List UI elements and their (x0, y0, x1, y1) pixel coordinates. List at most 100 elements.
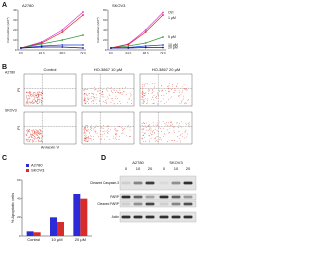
event-dot (150, 128, 152, 130)
event-dot (113, 103, 115, 105)
event-dot (35, 94, 37, 96)
event-dot (25, 95, 27, 97)
event-dot (146, 122, 147, 124)
event-dot (170, 121, 172, 122)
event-dot (122, 127, 124, 129)
event-dot (107, 90, 109, 92)
event-dot (151, 99, 152, 101)
event-dot (27, 95, 29, 97)
event-dot (161, 139, 163, 141)
event-dot (116, 135, 118, 137)
event-dot (111, 90, 112, 92)
event-dot (156, 122, 158, 124)
event-dot (154, 83, 156, 85)
event-dot (142, 91, 144, 93)
band (133, 181, 143, 185)
protein-label: Cleaved Caspase-3 (90, 181, 119, 185)
event-dot (164, 102, 165, 104)
event-dot (38, 137, 39, 139)
event-dot (169, 83, 170, 85)
blot-strip (119, 211, 197, 223)
event-dot (36, 134, 38, 136)
event-dot (30, 91, 32, 93)
event-dot (41, 102, 42, 104)
event-dot (83, 100, 85, 102)
event-dot (174, 87, 175, 89)
event-dot (173, 130, 175, 132)
x-tick-label: 72 h (160, 51, 166, 55)
event-dot (93, 89, 95, 91)
event-dot (173, 126, 175, 128)
x-tick-label: 72 h (80, 51, 86, 55)
band (121, 215, 131, 219)
event-dot (174, 132, 175, 133)
event-dot (184, 103, 186, 104)
x-tick-label: 0 h (19, 51, 24, 55)
event-dot (34, 130, 36, 132)
band (145, 181, 155, 185)
event-dot (39, 129, 41, 131)
event-dot (116, 131, 118, 132)
series-line (20, 44, 83, 49)
point (144, 29, 147, 31)
event-dot (41, 140, 42, 142)
event-dot (119, 92, 121, 94)
event-dot (157, 94, 159, 96)
event-dot (167, 141, 168, 142)
event-dot (87, 127, 88, 129)
event-dot (106, 96, 108, 98)
point (144, 45, 147, 47)
event-dot (176, 141, 178, 142)
event-dot (167, 88, 169, 89)
y-tick-label: 0 (15, 48, 17, 52)
event-dot (149, 127, 151, 129)
event-dot (173, 140, 175, 141)
event-dot (87, 98, 88, 100)
event-dot (87, 94, 89, 96)
event-dot (30, 102, 31, 104)
event-dot (168, 91, 170, 93)
event-dot (85, 139, 87, 141)
y-tick-label: 20 (13, 28, 17, 32)
dose-label: 20 (148, 166, 153, 171)
event-dot (119, 92, 121, 93)
event-dot (141, 128, 143, 130)
event-dot (25, 134, 27, 135)
event-dot (149, 141, 150, 143)
band (159, 181, 169, 185)
event-dot (103, 96, 105, 98)
event-dot (170, 124, 172, 126)
event-dot (175, 90, 177, 91)
event-dot (178, 125, 180, 127)
event-dot (165, 89, 166, 91)
event-dot (143, 129, 145, 131)
event-dot (36, 93, 38, 95)
event-dot (40, 136, 42, 138)
event-dot (39, 133, 41, 135)
event-dot (91, 95, 93, 97)
event-dot (162, 121, 164, 122)
event-dot (97, 89, 99, 91)
event-dot (160, 137, 161, 139)
event-dot (32, 132, 34, 134)
event-dot (129, 136, 131, 137)
event-dot (30, 134, 31, 136)
event-dot (117, 130, 119, 131)
event-dot (108, 131, 110, 132)
event-dot (152, 96, 154, 98)
event-dot (120, 92, 122, 94)
event-dot (85, 137, 87, 138)
event-dot (41, 136, 43, 137)
point (110, 47, 112, 49)
event-dot (26, 92, 27, 94)
event-dot (85, 125, 87, 127)
event-dot (148, 89, 150, 91)
event-dot (99, 100, 101, 102)
event-dot (147, 90, 149, 92)
event-dot (86, 94, 88, 96)
event-dot (177, 83, 179, 85)
event-dot (100, 138, 102, 140)
event-dot (141, 91, 143, 93)
event-dot (107, 87, 109, 88)
event-dot (109, 95, 111, 96)
